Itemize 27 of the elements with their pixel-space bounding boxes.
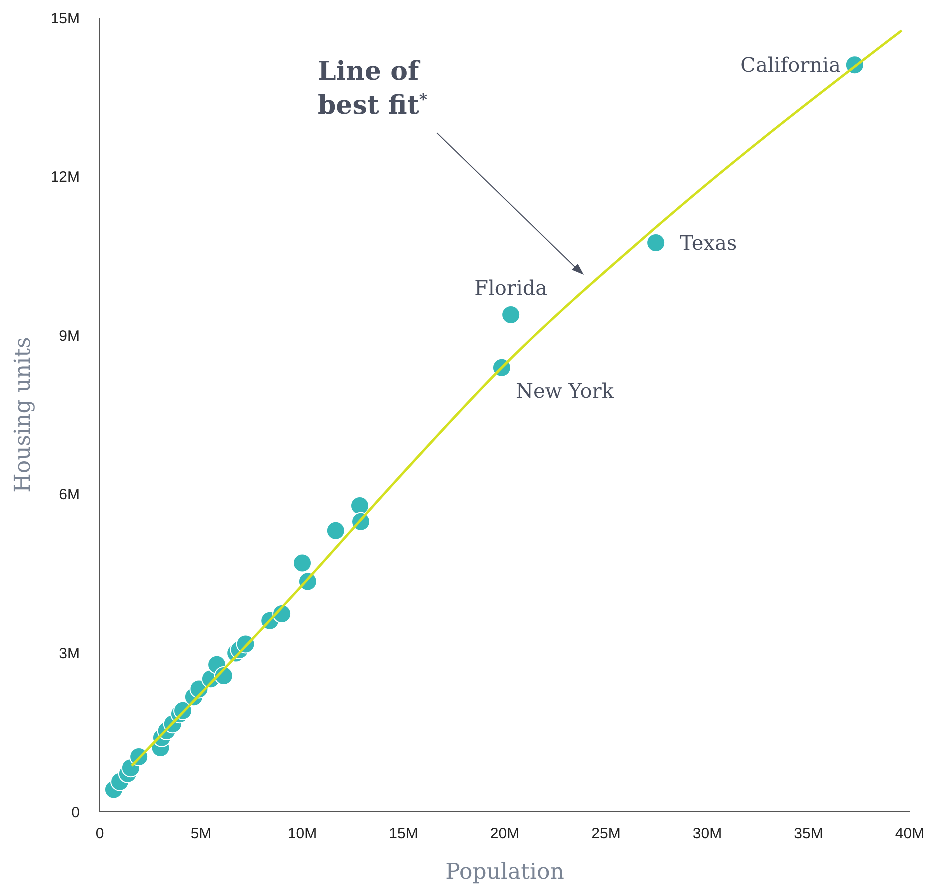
point — [646, 233, 666, 252]
x-tick-label: 5M — [190, 826, 212, 843]
y-tick-label: 12M — [50, 169, 80, 186]
point — [350, 496, 370, 516]
x-tick-label: 30M — [692, 826, 722, 843]
annotation: Florida — [474, 276, 548, 300]
x-axis-title: Population — [446, 860, 564, 885]
x-tick-label: 15M — [389, 826, 418, 843]
y-axis-title: Housing units — [11, 337, 36, 493]
annotation: Line of best fit$^{*}$ — [318, 57, 428, 121]
annotation: New York — [516, 378, 615, 403]
y-tick-label: 0 — [72, 804, 80, 822]
y-tick-label: 9M — [59, 328, 80, 345]
x-tick-label: 0 — [96, 826, 104, 843]
point — [326, 521, 346, 540]
x-tick-label: 25M — [592, 826, 621, 843]
x-tick-label: 40M — [895, 826, 925, 843]
y-tick-label: 15M — [50, 10, 80, 28]
annotation: California — [740, 53, 841, 78]
x-tick-label: 35M — [794, 826, 824, 843]
annotation: Texas — [680, 230, 738, 255]
point — [293, 554, 312, 573]
y-tick-label: 3M — [59, 646, 80, 663]
x-tick-label: 20M — [490, 826, 520, 843]
point — [502, 305, 521, 324]
y-tick-label: 6M — [59, 486, 80, 504]
x-tick-label: 10M — [288, 826, 318, 843]
